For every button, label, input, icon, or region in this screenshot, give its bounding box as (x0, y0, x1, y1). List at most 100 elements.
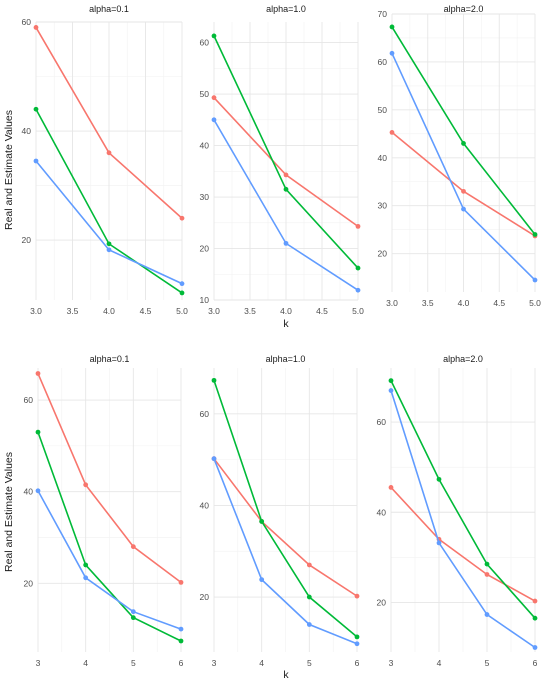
y-tick-label: 20 (22, 235, 32, 245)
y-tick-label: 30 (200, 192, 210, 202)
y-tick-label: 60 (200, 409, 210, 419)
x-tick-label: 4 (259, 658, 264, 668)
data-point-green (354, 634, 360, 640)
y-tick-label: 20 (377, 597, 387, 607)
data-point-blue (306, 622, 312, 627)
series-line-red (213, 458, 358, 597)
data-point-green (532, 615, 538, 621)
data-point-green (484, 561, 490, 567)
data-point-blue (532, 645, 538, 650)
y-tick-label: 60 (22, 17, 32, 27)
data-point-green (35, 429, 41, 435)
x-tick-label: 3.0 (208, 306, 220, 316)
panel-title: alpha=0.1 (90, 354, 130, 364)
data-point-green (106, 241, 112, 247)
data-point-blue (211, 456, 217, 462)
y-tick-label: 50 (200, 89, 210, 99)
x-tick-label: 4 (83, 658, 88, 668)
x-axis-title-top: k (283, 318, 289, 330)
y-tick-label: 40 (22, 126, 32, 136)
data-point-red (354, 593, 360, 599)
data-point-blue (283, 240, 289, 246)
data-point-green (259, 519, 265, 524)
data-point-blue (211, 117, 217, 123)
panel-title: alpha=1.0 (266, 354, 306, 364)
data-point-green (130, 615, 136, 621)
data-point-red (211, 95, 217, 101)
y-tick-label: 60 (24, 395, 34, 405)
data-point-green (83, 562, 89, 568)
x-tick-label: 3.5 (244, 306, 256, 316)
data-point-green (355, 265, 361, 271)
x-tick-label: 6 (533, 658, 538, 668)
data-point-red (532, 598, 538, 604)
panel-title: alpha=1.0 (266, 4, 306, 14)
y-tick-label: 20 (24, 578, 34, 588)
data-point-blue (436, 540, 442, 546)
data-point-blue (389, 50, 395, 56)
x-tick-label: 4.0 (458, 298, 470, 308)
y-tick-label: 40 (378, 153, 388, 163)
x-tick-label: 4.5 (316, 306, 328, 316)
data-point-red (179, 215, 185, 221)
chart-panel-6: 3 4 5 6 20 40 60 alpha=2.0 (377, 354, 538, 668)
x-tick-label: 5.0 (352, 306, 364, 316)
data-point-green (283, 186, 289, 192)
data-point-blue (35, 488, 41, 494)
x-tick-label: 3.5 (67, 306, 79, 316)
x-tick-label: 6 (355, 658, 360, 668)
data-point-green (389, 24, 395, 30)
y-tick-label: 40 (200, 141, 210, 151)
y-tick-label: 30 (378, 201, 388, 211)
data-point-blue (259, 577, 265, 583)
y-axis-title-top: Real and Estimate Values (3, 110, 15, 230)
data-point-blue (484, 612, 490, 617)
data-point-red (389, 129, 395, 135)
x-axis-title-bottom: k (283, 669, 289, 681)
data-point-blue (130, 609, 136, 615)
data-point-blue (388, 388, 394, 393)
series-line-green (37, 431, 182, 642)
x-tick-label: 3.0 (30, 306, 42, 316)
data-point-green (388, 378, 394, 384)
panel-title: alpha=2.0 (444, 4, 484, 14)
y-tick-label: 40 (377, 507, 387, 517)
data-point-green (211, 33, 217, 39)
chart-panel-4: 3 4 5 6 20 40 60 alpha=0.1 (24, 354, 184, 668)
data-point-green (436, 476, 442, 482)
x-tick-label: 5 (307, 658, 312, 668)
x-tick-label: 3 (212, 658, 217, 668)
series-line-blue (390, 390, 536, 649)
x-tick-label: 5.0 (529, 298, 541, 308)
y-axis-title-bottom: Real and Estimate Values (3, 452, 15, 572)
data-point-red (484, 572, 490, 577)
data-point-blue (461, 206, 466, 212)
y-tick-label: 20 (378, 249, 388, 259)
data-point-red (306, 562, 312, 568)
chart-panel-5: 3 4 5 6 20 40 60 alpha=1.0 (200, 354, 360, 668)
data-point-red (283, 172, 289, 178)
y-tick-label: 10 (200, 295, 210, 305)
data-point-green (179, 290, 185, 296)
data-point-red (388, 485, 394, 490)
x-tick-label: 4 (437, 658, 442, 668)
series-line-blue (37, 490, 182, 630)
y-tick-label: 40 (24, 487, 34, 497)
data-point-green (532, 232, 538, 237)
chart-panels: 3.0 3.5 4.0 4.5 5.0 20 40 60 alpha=0.1 3.0 3.5 4.0 4… (22, 4, 542, 668)
y-tick-label: 70 (378, 9, 388, 19)
x-tick-label: 3.5 (422, 298, 434, 308)
x-tick-label: 4.0 (103, 306, 115, 316)
panel-title: alpha=2.0 (443, 354, 483, 364)
data-point-red (35, 371, 41, 376)
y-tick-label: 50 (378, 105, 388, 115)
chart-panel-1: 3.0 3.5 4.0 4.5 5.0 20 40 60 alpha=0.1 (22, 4, 189, 316)
y-tick-label: 20 (200, 244, 210, 254)
y-tick-label: 40 (200, 500, 210, 510)
data-point-green (33, 106, 39, 112)
series-line-green (213, 380, 358, 638)
x-tick-label: 3 (36, 658, 41, 668)
x-tick-label: 3.0 (386, 298, 398, 308)
y-tick-label: 20 (200, 592, 210, 602)
